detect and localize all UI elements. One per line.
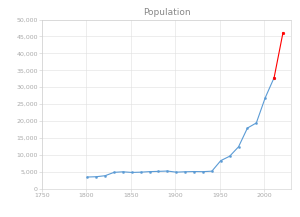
Title: Population: Population	[143, 8, 190, 17]
